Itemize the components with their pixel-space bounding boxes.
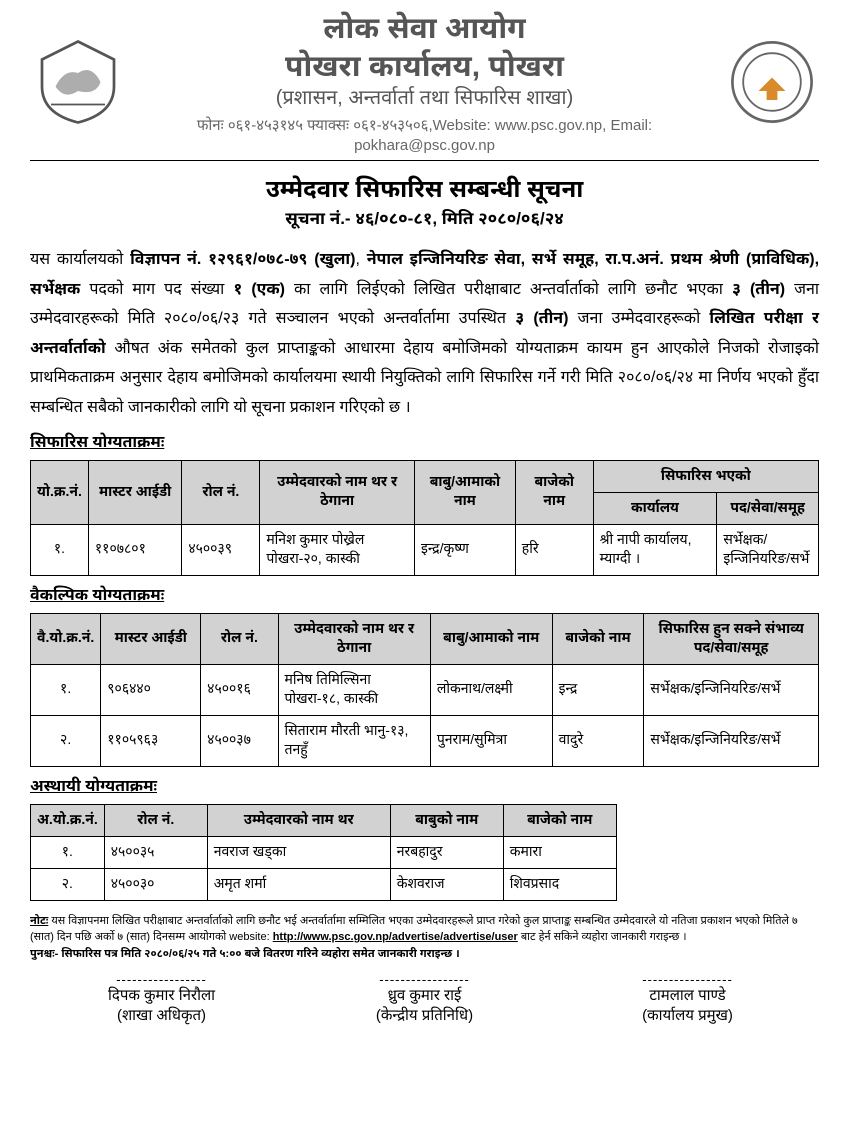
- td-master: ९०६४४०: [101, 664, 201, 715]
- th-master: मास्टर आईडी: [101, 613, 201, 664]
- table-row: १.४५००३५नवराज खड्कानरबहादुरकमारा: [31, 836, 617, 868]
- signature-3: ----------------- टामलाल पाण्डे (कार्याल…: [556, 972, 819, 1027]
- table-row: यो.क्र.नं. मास्टर आईडी रोल नं. उम्मेदवार…: [31, 460, 819, 492]
- td-roll: ४५००१६: [201, 664, 278, 715]
- td-name: मनिष तिमिल्सिना पोखरा-१८, कास्की: [278, 664, 430, 715]
- th-name: उम्मेदवारको नाम थर: [207, 804, 390, 836]
- note-link[interactable]: http://www.psc.gov.np/advertise/advertis…: [273, 931, 518, 943]
- td-father: केशवराज: [390, 868, 503, 900]
- org-branch: (प्रशासन, अन्तर्वार्ता तथा सिफारिस शाखा): [125, 87, 724, 113]
- th-sn: अ.यो.क्र.नं.: [31, 804, 105, 836]
- th-name: उम्मेदवारको नाम थर र ठेगाना: [260, 460, 415, 524]
- td-sn: १.: [31, 664, 101, 715]
- table1-heading: सिफारिस योग्यताक्रमः: [30, 433, 819, 454]
- sign-dash: -----------------: [556, 972, 819, 987]
- th-post: सिफारिस हुन सक्ने संभाव्य पद/सेवा/समूह: [644, 613, 819, 664]
- td-roll: ४५००३०: [104, 868, 207, 900]
- th-sn: वै.यो.क्र.नं.: [31, 613, 101, 664]
- sign-dash: -----------------: [293, 972, 556, 987]
- th-parents: बाबु/आमाको नाम: [414, 460, 515, 524]
- org-contact: फोनः ०६१-४५३१४५ फ्याक्सः ०६१-४५३५०६,Webs…: [125, 117, 724, 154]
- th-sn: यो.क्र.नं.: [31, 460, 89, 524]
- table-row: अ.यो.क्र.नं. रोल नं. उम्मेदवारको नाम थर …: [31, 804, 617, 836]
- notice-subtitle: सूचना नं.- ४६/०८०-८१, मिति २०८०/०६/२४: [30, 209, 819, 231]
- td-name: सिताराम मौरती भानु-१३, तनहुँ: [278, 715, 430, 766]
- td-roll: ४५००३९: [182, 524, 260, 575]
- table3-heading: अस्थायी योग्यताक्रमः: [30, 777, 819, 798]
- sign-role: (कार्यालय प्रमुख): [556, 1007, 819, 1027]
- th-master: मास्टर आईडी: [88, 460, 181, 524]
- note-block: नोटः यस विज्ञापनमा लिखित परीक्षाबाट अन्त…: [30, 913, 819, 963]
- sign-role: (केन्द्रीय प्रतिनिधि): [293, 1007, 556, 1027]
- table-temporary: अ.यो.क्र.नं. रोल नं. उम्मेदवारको नाम थर …: [30, 804, 617, 901]
- td-roll: ४५००३५: [104, 836, 207, 868]
- th-roll: रोल नं.: [182, 460, 260, 524]
- table2-heading: वैकल्पिक योग्यताक्रमः: [30, 586, 819, 607]
- th-office: कार्यालय: [593, 492, 717, 524]
- th-grand: बाजेको नाम: [552, 613, 644, 664]
- sign-dash: -----------------: [30, 972, 293, 987]
- table-row: वै.यो.क्र.नं. मास्टर आईडी रोल नं. उम्मेद…: [31, 613, 819, 664]
- table-row: १. ११०७८०१ ४५००३९ मनिश कुमार पोख्रेल पोख…: [31, 524, 819, 575]
- org-name-1: लोक सेवा आयोग: [125, 10, 724, 48]
- sign-name: टामलाल पाण्डे: [556, 987, 819, 1007]
- emblem-left-icon: [30, 35, 125, 130]
- td-name: अमृत शर्मा: [207, 868, 390, 900]
- note-punashcha: पुनश्चः- सिफारिस पत्र मिति २०८०/०६/२५ गत…: [30, 948, 460, 960]
- td-sn: १.: [31, 836, 105, 868]
- table-row: २.११०५९६३४५००३७सिताराम मौरती भानु-१३, तन…: [31, 715, 819, 766]
- header-center: लोक सेवा आयोग पोखरा कार्यालय, पोखरा (प्र…: [125, 10, 724, 154]
- table-recommended: यो.क्र.नं. मास्टर आईडी रोल नं. उम्मेदवार…: [30, 460, 819, 576]
- td-post: सर्भेक्षक/इन्जिनियरिङ/सर्भे: [644, 664, 819, 715]
- td-roll: ४५००३७: [201, 715, 278, 766]
- th-parents: बाबु/आमाको नाम: [430, 613, 552, 664]
- table-row: २.४५००३०अमृत शर्माकेशवराजशिवप्रसाद: [31, 868, 617, 900]
- sign-name: दिपक कुमार निरौला: [30, 987, 293, 1007]
- signature-2: ----------------- ध्रुव कुमार राई (केन्द…: [293, 972, 556, 1027]
- td-grand: इन्द्र: [552, 664, 644, 715]
- note-label: नोटः: [30, 915, 48, 927]
- sign-name: ध्रुव कुमार राई: [293, 987, 556, 1007]
- th-grand: बाजेको नाम: [503, 804, 616, 836]
- td-grand: वादुरे: [552, 715, 644, 766]
- sign-role: (शाखा अधिकृत): [30, 1007, 293, 1027]
- td-grand: कमारा: [503, 836, 616, 868]
- td-name: मनिश कुमार पोख्रेल पोखरा-२०, कास्की: [260, 524, 415, 575]
- th-roll: रोल नं.: [104, 804, 207, 836]
- table-row: १.९०६४४०४५००१६मनिष तिमिल्सिना पोखरा-१८, …: [31, 664, 819, 715]
- table-alternate: वै.यो.क्र.नं. मास्टर आईडी रोल नं. उम्मेद…: [30, 613, 819, 767]
- signature-1: ----------------- दिपक कुमार निरौला (शाख…: [30, 972, 293, 1027]
- signatures: ----------------- दिपक कुमार निरौला (शाख…: [30, 972, 819, 1027]
- td-sn: २.: [31, 715, 101, 766]
- header: लोक सेवा आयोग पोखरा कार्यालय, पोखरा (प्र…: [30, 10, 819, 154]
- td-master: ११०५९६३: [101, 715, 201, 766]
- org-name-2: पोखरा कार्यालय, पोखरा: [125, 48, 724, 86]
- td-master: ११०७८०१: [88, 524, 181, 575]
- note-text-2: बाट हेर्न सकिने व्यहोरा जानकारी गराइन्छ …: [518, 931, 687, 943]
- th-roll: रोल नं.: [201, 613, 278, 664]
- td-name: नवराज खड्का: [207, 836, 390, 868]
- td-grand: हरि: [515, 524, 593, 575]
- th-post: पद/सेवा/समूह: [717, 492, 819, 524]
- notice-title: उम्मेदवार सिफारिस सम्बन्धी सूचना: [30, 175, 819, 207]
- td-post: सर्भेक्षक/इन्जिनियरिङ/सर्भे: [644, 715, 819, 766]
- td-office: श्री नापी कार्यालय, म्याग्दी ।: [593, 524, 717, 575]
- th-grand: बाजेको नाम: [515, 460, 593, 524]
- emblem-right-icon: [724, 35, 819, 130]
- th-recommended: सिफारिस भएको: [593, 460, 818, 492]
- td-parents: इन्द्र/कृष्ण: [414, 524, 515, 575]
- td-sn: २.: [31, 868, 105, 900]
- td-grand: शिवप्रसाद: [503, 868, 616, 900]
- td-post: सर्भेक्षक/इन्जिनियरिङ/सर्भे: [717, 524, 819, 575]
- body-paragraph: यस कार्यालयको विज्ञापन नं. १२९६१/०७८-७९ …: [30, 245, 819, 423]
- td-parents: लोकनाथ/लक्ष्मी: [430, 664, 552, 715]
- th-name: उम्मेदवारको नाम थर र ठेगाना: [278, 613, 430, 664]
- td-parents: पुनराम/सुमित्रा: [430, 715, 552, 766]
- td-father: नरबहादुर: [390, 836, 503, 868]
- document-page: लोक सेवा आयोग पोखरा कार्यालय, पोखरा (प्र…: [0, 0, 849, 1047]
- td-sn: १.: [31, 524, 89, 575]
- header-divider: [30, 160, 819, 161]
- th-father: बाबुको नाम: [390, 804, 503, 836]
